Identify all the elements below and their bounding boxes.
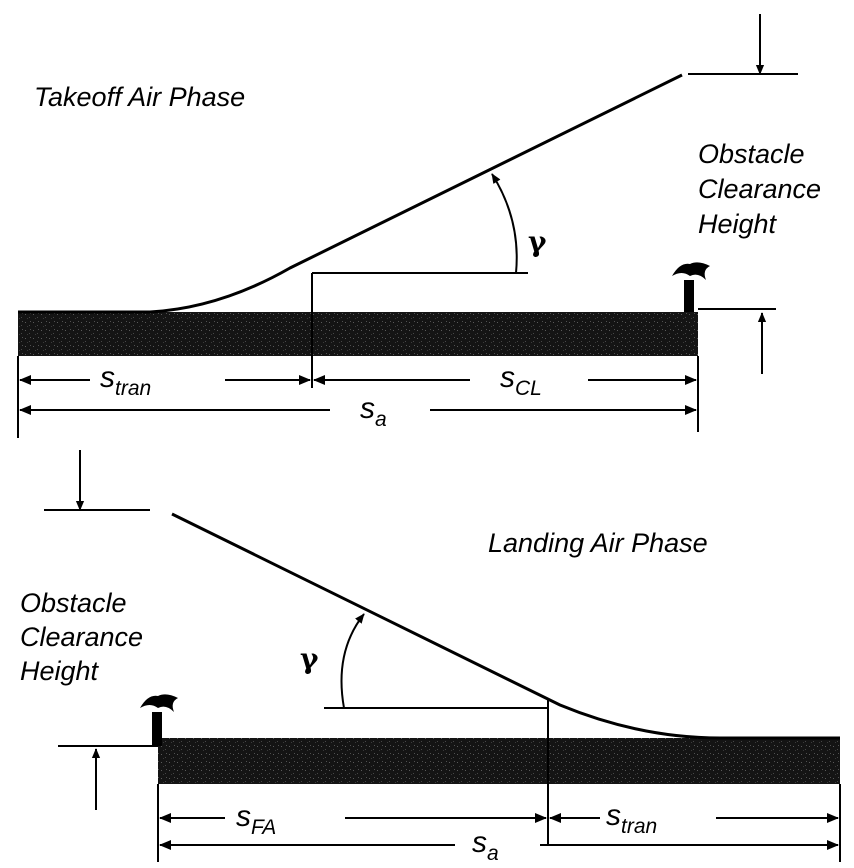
landing-section: Landing Air Phase γ Obstacle Clearance H…: [20, 450, 841, 865]
takeoff-obstacle-tree-icon: [672, 262, 710, 312]
takeoff-s-tran-label: stran: [100, 361, 151, 400]
landing-s-tran-label: stran: [606, 799, 657, 838]
takeoff-s-a-label: sa: [360, 392, 387, 431]
takeoff-title: Takeoff Air Phase: [34, 82, 245, 112]
takeoff-climb-angle-arc: [491, 173, 518, 274]
landing-s-a-label: sa: [472, 826, 499, 865]
landing-flight-path: [171, 512, 840, 740]
landing-title: Landing Air Phase: [488, 528, 708, 558]
landing-descent-angle-arc: [340, 613, 365, 709]
landing-gamma-symbol: γ: [300, 642, 319, 675]
landing-runway: [158, 738, 840, 784]
takeoff-gamma-symbol: γ: [528, 225, 547, 258]
takeoff-s-cl-label: sCL: [500, 361, 542, 400]
takeoff-flight-path: [18, 73, 683, 314]
landing-obstacle-tree-icon: [140, 694, 178, 746]
takeoff-runway: [18, 312, 698, 356]
landing-s-fa-label: sFA: [236, 800, 276, 839]
takeoff-section: Takeoff Air Phase γ Obstacle Clearance H…: [17, 14, 829, 438]
landing-obstacle-label: Obstacle Clearance Height: [20, 588, 151, 686]
takeoff-obstacle-label: Obstacle Clearance Height: [698, 139, 829, 239]
